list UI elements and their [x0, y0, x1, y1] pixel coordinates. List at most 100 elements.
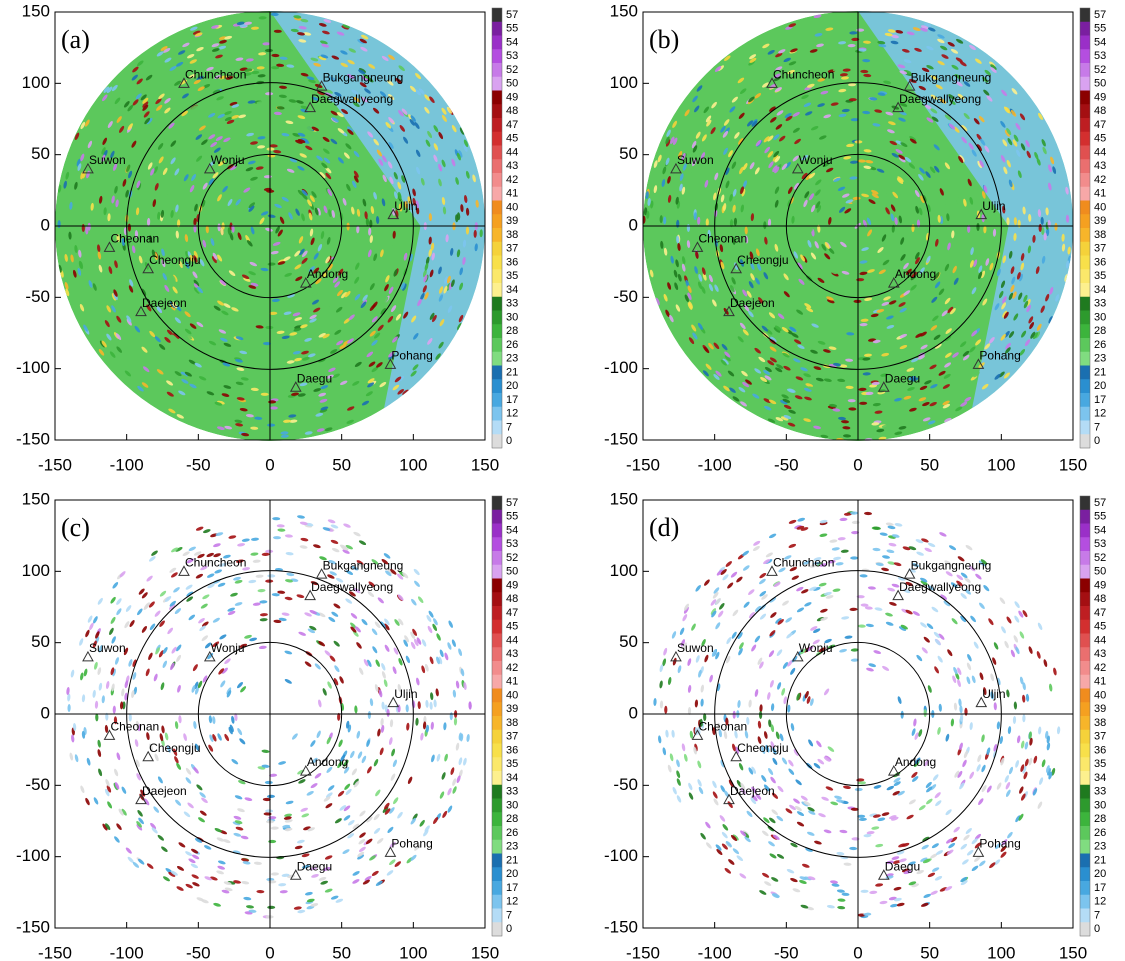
- echo-cell: [343, 814, 351, 821]
- colorbar-cell: [1080, 510, 1090, 524]
- colorbar-cell: [492, 187, 502, 201]
- echo-cell: [265, 550, 273, 553]
- colorbar-cell: [1080, 496, 1090, 510]
- colorbar-label: 28: [506, 325, 518, 337]
- echo-cell: [754, 635, 761, 643]
- colorbar-cell: [492, 393, 502, 407]
- echo-cell: [1005, 789, 1012, 798]
- echo-cell: [350, 612, 358, 620]
- colorbar-label: 38: [1094, 717, 1106, 729]
- colorbar-cell: [1080, 91, 1090, 105]
- echo-cell: [679, 627, 685, 636]
- echo-cell: [664, 706, 667, 714]
- echo-cell: [278, 760, 287, 765]
- echo-cell: [1043, 659, 1048, 668]
- x-tick-label: 150: [1059, 943, 1087, 961]
- colorbar-label: 26: [506, 339, 518, 351]
- echo-cell: [393, 647, 399, 656]
- colorbar-cell: [1080, 702, 1090, 716]
- echo-cell: [830, 880, 838, 884]
- colorbar-cell: [492, 379, 502, 393]
- colorbar-cell: [1080, 922, 1090, 936]
- colorbar-cell: [1080, 744, 1090, 758]
- echo-cell: [927, 542, 936, 548]
- echo-cell: [872, 547, 880, 551]
- echo-cell: [791, 575, 800, 581]
- colorbar-cell: [1080, 8, 1090, 22]
- echo-cell: [105, 681, 110, 689]
- city-label: Andong: [307, 755, 348, 769]
- echo-cell: [881, 567, 889, 572]
- colorbar-cell: [492, 63, 502, 77]
- colorbar-cell: [1080, 311, 1090, 325]
- echo-cell: [265, 92, 273, 95]
- echo-cell: [219, 680, 226, 688]
- echo-cell: [882, 555, 890, 560]
- colorbar-cell: [492, 118, 502, 132]
- echo-cell: [240, 835, 248, 840]
- colorbar-label: 0: [506, 923, 512, 935]
- echo-cell: [771, 808, 779, 816]
- echo-cell: [839, 829, 847, 833]
- colorbar-cell: [492, 173, 502, 187]
- echo-cell: [371, 645, 378, 653]
- x-tick-label: 0: [265, 455, 274, 474]
- y-tick-label: -150: [604, 917, 638, 936]
- echo-cell: [392, 666, 398, 675]
- echo-cell: [760, 774, 767, 782]
- echo-cell: [175, 762, 182, 771]
- echo-cell: [352, 870, 361, 877]
- echo-cell: [795, 778, 803, 786]
- colorbar-label: 21: [506, 366, 518, 378]
- echo-cell: [69, 752, 74, 760]
- echo-cell: [190, 863, 199, 869]
- colorbar-label: 43: [506, 648, 518, 660]
- echo-cell: [237, 543, 245, 548]
- colorbar-label: 40: [506, 201, 518, 213]
- echo-cell: [417, 701, 421, 709]
- colorbar-label: 20: [506, 868, 518, 880]
- echo-cell: [284, 650, 293, 655]
- echo-cell: [841, 892, 849, 896]
- echo-cell: [159, 590, 167, 598]
- echo-cell: [248, 579, 256, 583]
- echo-cell: [188, 546, 197, 552]
- colorbar-label: 47: [1094, 607, 1106, 619]
- echo-cell: [458, 757, 463, 766]
- colorbar-label: 55: [506, 23, 518, 35]
- colorbar-cell: [492, 311, 502, 325]
- x-tick-label: -150: [38, 943, 72, 961]
- echo-cell: [962, 834, 970, 842]
- echo-cell: [145, 668, 151, 677]
- echo-cell: [132, 861, 140, 869]
- echo-cell: [369, 698, 373, 706]
- colorbar-cell: [1080, 36, 1090, 50]
- echo-cell: [864, 512, 872, 516]
- colorbar-label: 20: [1094, 868, 1106, 880]
- echo-cell: [93, 797, 99, 806]
- echo-cell: [839, 648, 848, 653]
- echo-cell: [1037, 622, 1043, 631]
- colorbar-cell: [492, 826, 502, 840]
- colorbar-cell: [1080, 379, 1090, 393]
- colorbar-label: 44: [506, 634, 518, 646]
- echo-cell: [786, 868, 795, 874]
- colorbar-label: 12: [1094, 408, 1106, 420]
- echo-cell: [827, 745, 835, 752]
- colorbar-label: 30: [506, 311, 518, 323]
- x-tick-label: -100: [110, 943, 144, 961]
- colorbar-cell: [1080, 338, 1090, 352]
- echo-cell: [1010, 649, 1016, 658]
- echo-cell: [152, 806, 160, 814]
- echo-cell: [95, 713, 98, 721]
- echo-cell: [821, 796, 830, 802]
- colorbar-label: 37: [506, 731, 518, 743]
- echo-cell: [392, 797, 399, 805]
- echo-cell: [176, 865, 185, 872]
- echo-cell: [334, 817, 342, 824]
- echo-cell: [823, 688, 830, 696]
- echo-cell: [241, 881, 249, 885]
- colorbar-cell: [1080, 49, 1090, 63]
- colorbar-label: 42: [506, 174, 518, 186]
- colorbar-label: 38: [1094, 229, 1106, 241]
